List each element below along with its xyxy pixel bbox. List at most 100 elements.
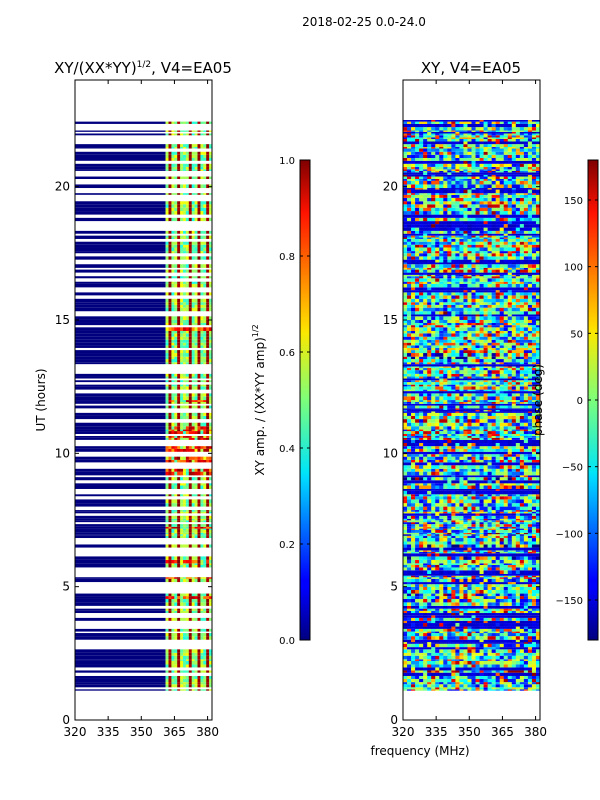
amp-cell bbox=[174, 436, 178, 438]
phase-cell bbox=[471, 682, 476, 685]
phase-cell bbox=[523, 524, 529, 527]
phase-cell bbox=[435, 556, 440, 560]
amp-cell bbox=[191, 241, 195, 245]
phase-cell bbox=[439, 488, 444, 491]
phase-cell bbox=[435, 584, 440, 587]
phase-cell bbox=[507, 528, 513, 530]
amp-cell bbox=[203, 207, 207, 212]
phase-cell bbox=[531, 550, 537, 552]
phase-cell bbox=[467, 565, 472, 568]
amp-cell bbox=[75, 534, 166, 536]
phase-cell bbox=[487, 541, 492, 545]
amp-cell bbox=[180, 415, 184, 420]
amp-cell bbox=[206, 649, 210, 653]
phase-cell bbox=[527, 610, 533, 614]
amp-cell bbox=[75, 235, 166, 238]
phase-cell bbox=[407, 485, 412, 489]
phase-cell bbox=[411, 610, 416, 614]
phase-cell bbox=[515, 670, 521, 673]
phase-cell bbox=[527, 565, 533, 568]
phase-cell bbox=[531, 633, 537, 637]
phase-cell bbox=[419, 526, 424, 529]
amp-cell bbox=[174, 319, 178, 323]
amp-cell bbox=[168, 608, 172, 611]
amp-cell bbox=[171, 345, 175, 348]
amp-cell bbox=[194, 483, 198, 486]
phase-cell bbox=[531, 628, 537, 632]
amp-cell bbox=[188, 393, 192, 397]
phase-cell bbox=[415, 496, 420, 500]
phase-cell bbox=[519, 586, 525, 590]
amp-cell bbox=[168, 678, 172, 683]
phase-cell bbox=[419, 578, 424, 583]
amp-panel: XY/(XX*YY)1/2, V4=EA05 320 335 350 365 38005… bbox=[34, 59, 232, 739]
amp-cell bbox=[203, 598, 207, 603]
amp-cell bbox=[168, 682, 172, 685]
phase-cell bbox=[503, 520, 509, 523]
amp-cell bbox=[177, 468, 181, 472]
phase-cell bbox=[403, 639, 408, 643]
phase-cell bbox=[491, 567, 496, 571]
phase-cell bbox=[419, 649, 424, 653]
phase-cell bbox=[411, 586, 416, 590]
amp-cell bbox=[182, 468, 187, 472]
phase-cell bbox=[511, 626, 517, 629]
phase-cell bbox=[471, 520, 476, 523]
phase-cell bbox=[427, 556, 432, 560]
amp-cell bbox=[203, 256, 207, 260]
amp-cell bbox=[165, 535, 169, 539]
amp-cell bbox=[171, 670, 175, 673]
amp-cell bbox=[194, 237, 198, 239]
phase-cell bbox=[487, 675, 492, 679]
phase-cell bbox=[439, 515, 444, 519]
amp-cell bbox=[203, 532, 207, 535]
phase-cell bbox=[519, 510, 525, 512]
phase-cell bbox=[515, 559, 521, 564]
phase-cell bbox=[491, 499, 496, 504]
amp-cell bbox=[185, 577, 190, 579]
phase-cell bbox=[511, 631, 517, 634]
amp-cell bbox=[209, 660, 212, 665]
amp-cell bbox=[188, 689, 192, 691]
phase-cell bbox=[423, 602, 428, 606]
phase-cell bbox=[483, 598, 488, 603]
phase-cell bbox=[507, 664, 513, 668]
amp-cell bbox=[191, 283, 195, 288]
amp-cell bbox=[177, 133, 181, 136]
phase-cell bbox=[499, 570, 505, 575]
phase-cell bbox=[431, 475, 436, 478]
amp-cell bbox=[188, 503, 192, 507]
amp-cell bbox=[203, 535, 207, 539]
amp-cell bbox=[75, 659, 166, 661]
phase-cell bbox=[443, 642, 448, 644]
phase-cell bbox=[479, 582, 484, 585]
amp-ytick-label: 10 bbox=[55, 446, 70, 460]
phase-cell bbox=[447, 563, 452, 566]
phase-cell bbox=[431, 485, 436, 489]
phase-cell bbox=[531, 667, 537, 671]
phase-cell bbox=[459, 499, 464, 504]
amp-cell bbox=[168, 376, 172, 379]
amp-cell bbox=[168, 302, 172, 305]
amp-xtick-label: 350 bbox=[130, 725, 153, 739]
phase-cell bbox=[451, 652, 456, 656]
phase-cell bbox=[403, 494, 408, 497]
amp-cell bbox=[200, 559, 204, 564]
phase-cell bbox=[415, 513, 420, 516]
phase-cell bbox=[483, 526, 488, 529]
phase-cell bbox=[479, 639, 484, 643]
phase-cell bbox=[419, 534, 424, 536]
phase-cell bbox=[507, 608, 513, 611]
phase-cell bbox=[451, 667, 456, 671]
phase-cell bbox=[535, 518, 540, 521]
amp-cell bbox=[182, 193, 187, 195]
phase-cell bbox=[523, 596, 529, 599]
phase-cell bbox=[479, 586, 484, 590]
phase-cell bbox=[475, 584, 480, 587]
phase-cell bbox=[407, 639, 412, 643]
phase-cell bbox=[511, 526, 517, 529]
amp-cell bbox=[209, 524, 212, 527]
phase-cell bbox=[423, 547, 428, 551]
phase-cell bbox=[431, 672, 436, 676]
amp-cell bbox=[185, 602, 190, 606]
